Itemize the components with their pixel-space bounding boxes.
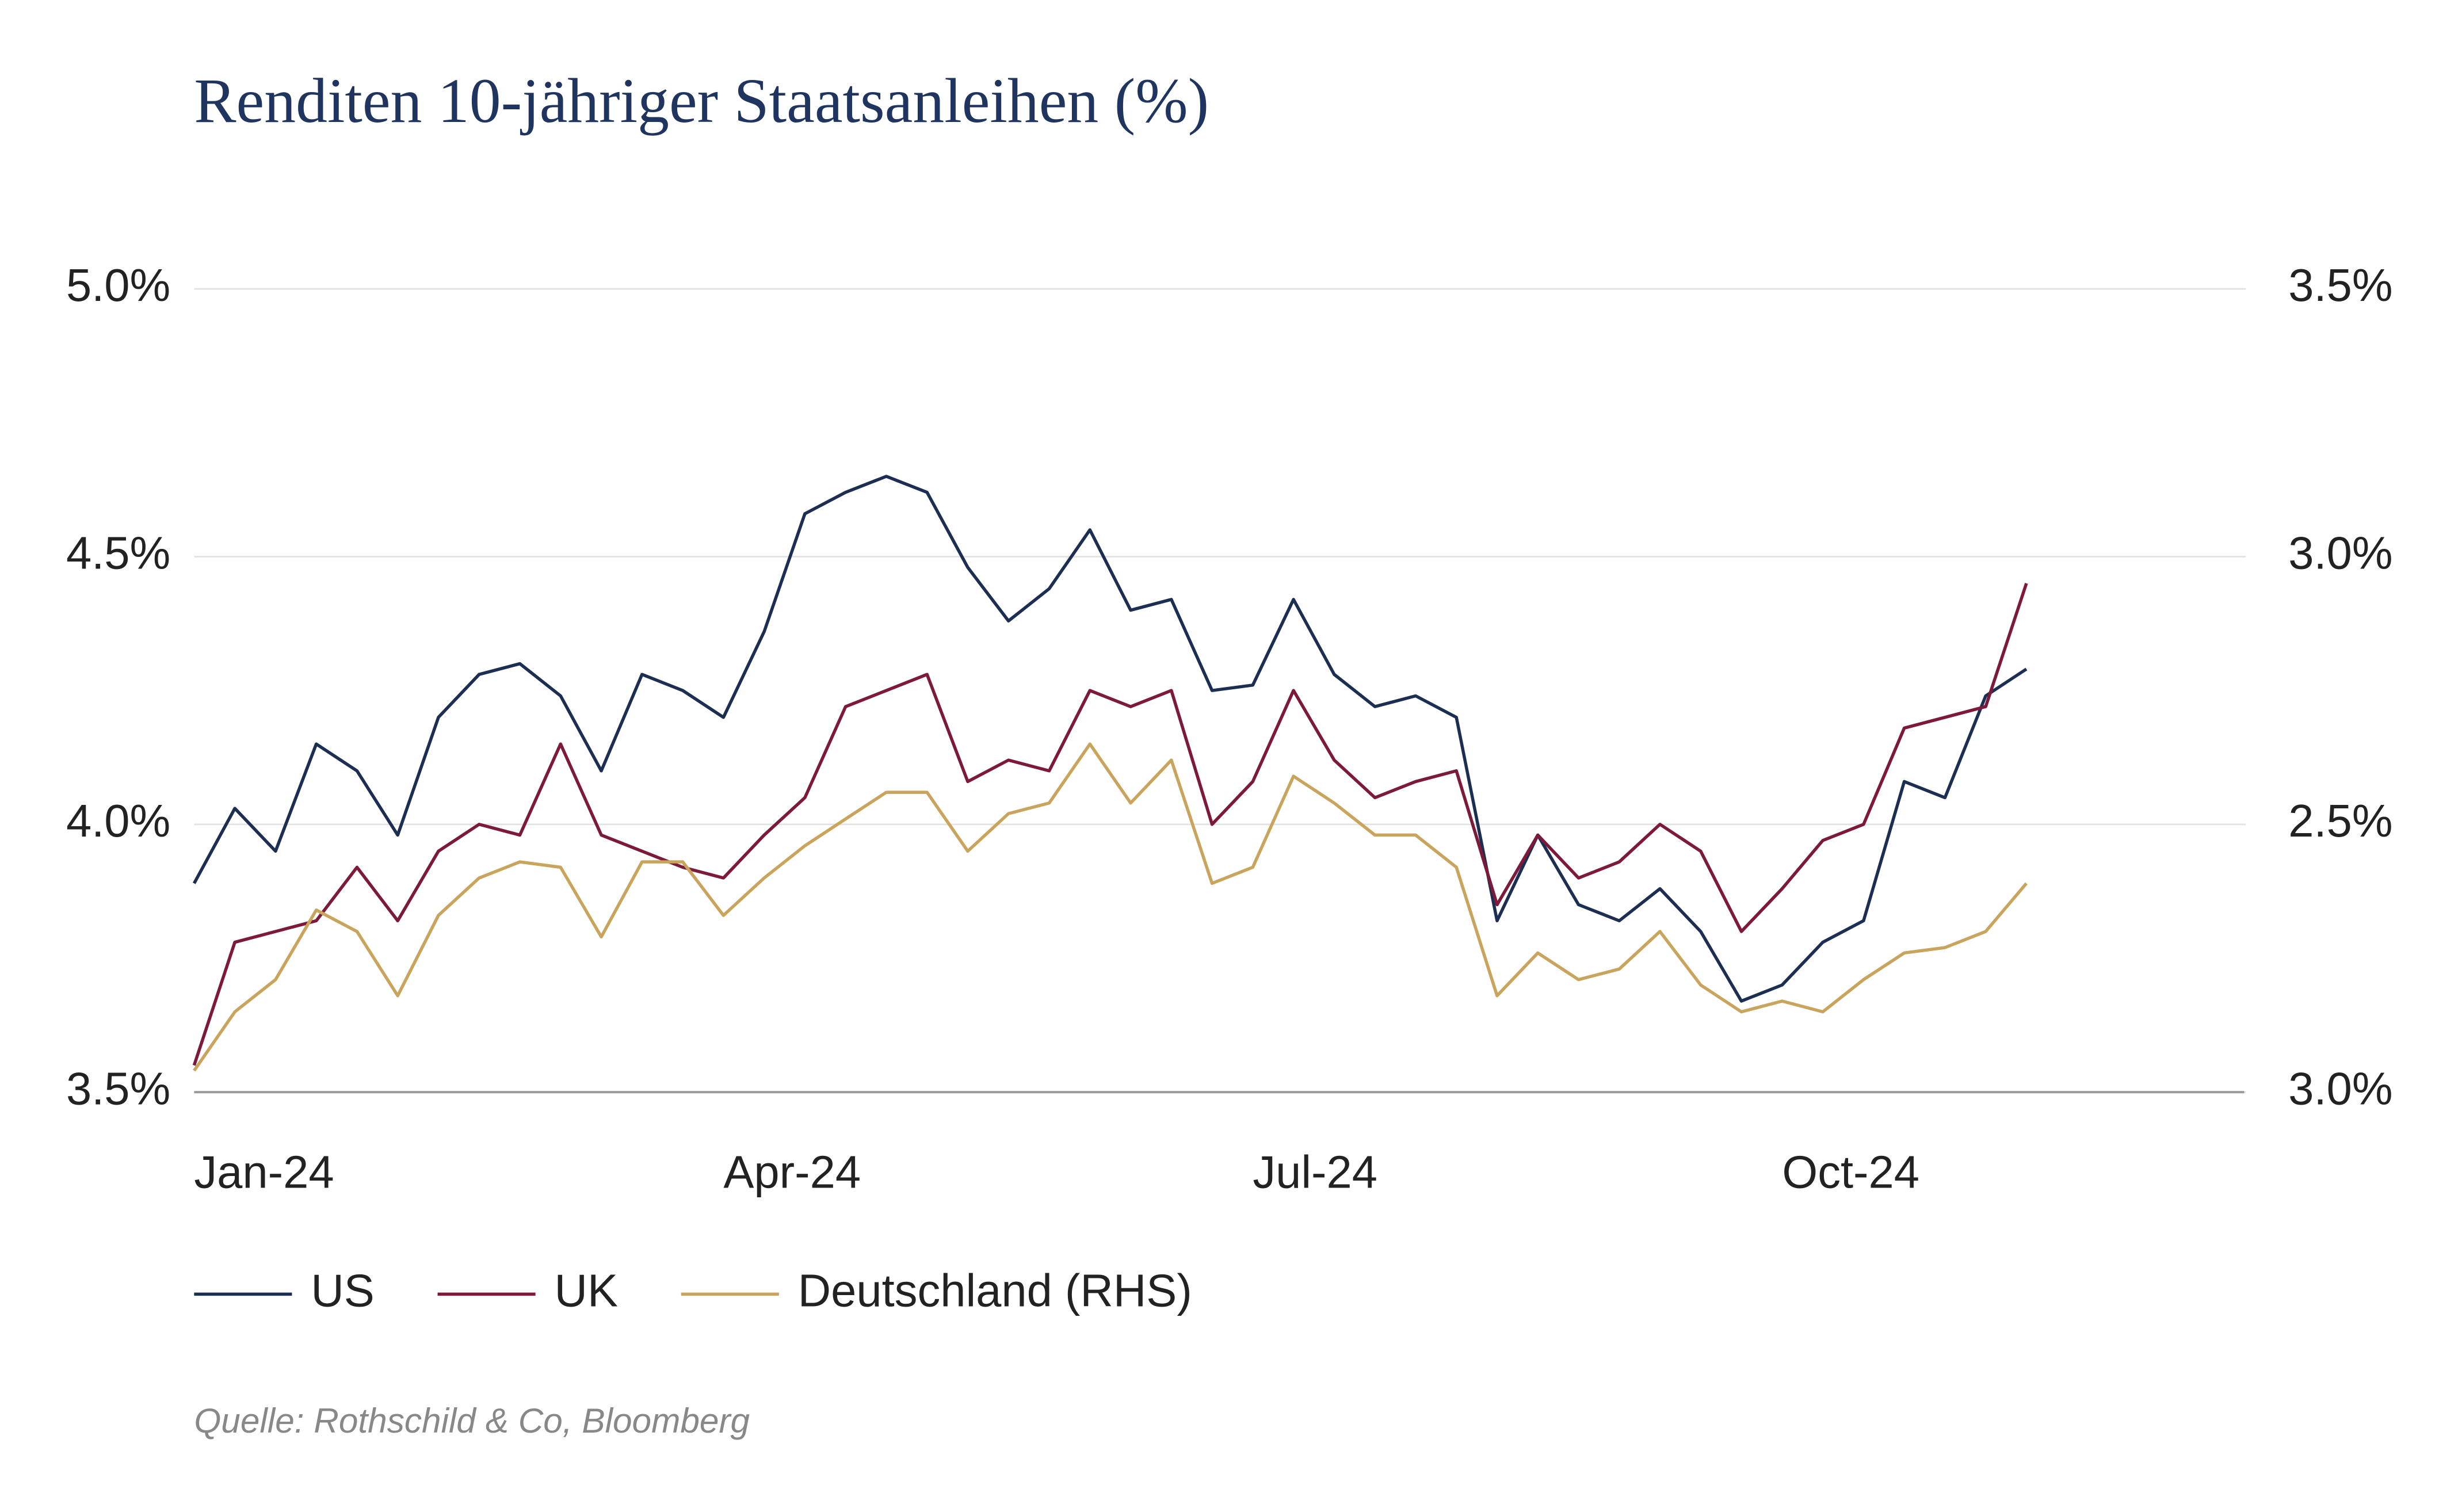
y-tick-label: 5.0% (66, 259, 170, 311)
series-line (192, 583, 2028, 1066)
legend-label: US (311, 1265, 374, 1316)
y-tick-label: 4.5% (66, 527, 170, 578)
series-line (193, 742, 2028, 1072)
x-tick-label: Oct-24 (1782, 1147, 1919, 1198)
legend-label: UK (555, 1265, 618, 1316)
chart-title: Renditen 10-jähriger Staatsanleihen (%) (194, 66, 1209, 136)
x-tick-label: Apr-24 (723, 1147, 861, 1198)
source-note: Quelle: Rothschild & Co, Bloomberg (194, 1401, 750, 1440)
y-tick-label: 4.0% (66, 795, 170, 846)
x-tick-label: Jan-24 (194, 1147, 334, 1198)
y2-tick-label: 3.0% (2288, 527, 2392, 578)
y2-tick-label: 2.5% (2288, 795, 2392, 846)
legend-label: Deutschland (RHS) (798, 1265, 1192, 1316)
series-line (192, 475, 2028, 1003)
y2-tick-label: 3.0% (2288, 1063, 2392, 1114)
y2-tick-label: 3.5% (2288, 259, 2392, 311)
y-tick-label: 3.5% (66, 1063, 170, 1114)
x-tick-label: Jul-24 (1253, 1147, 1377, 1198)
